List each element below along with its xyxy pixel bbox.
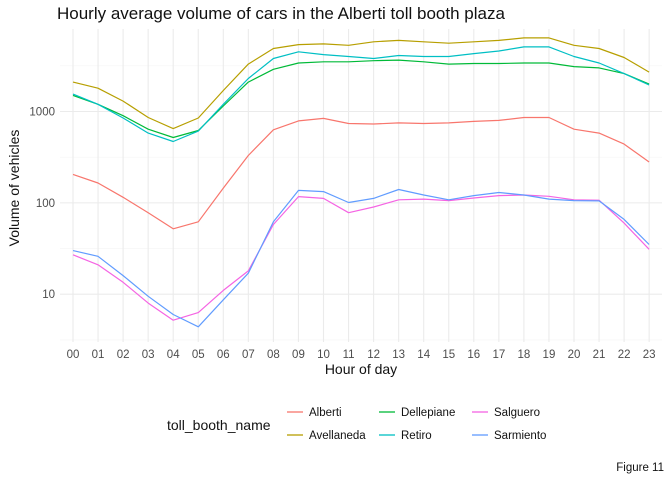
x-tick-label: 04 xyxy=(167,349,180,361)
series-line-sarmiento xyxy=(72,188,650,328)
x-tick-label: 11 xyxy=(343,349,355,361)
x-tick-label: 06 xyxy=(217,349,230,361)
y-axis-title: Volume of vehicles xyxy=(6,130,22,247)
x-tick-label: 08 xyxy=(267,349,280,361)
legend-item-sarmiento: Sarmiento xyxy=(472,430,546,442)
legend-label: Dellepiane xyxy=(401,407,455,419)
legend-label: Alberti xyxy=(309,407,342,419)
legend: Alberti Avellaneda Dellepiane Retiro Salguer… xyxy=(287,407,546,442)
legend-title: toll_booth_name xyxy=(167,417,271,433)
legend-label: Retiro xyxy=(401,430,432,442)
x-tick-label: 10 xyxy=(317,349,330,361)
x-axis-title: Hour of day xyxy=(325,361,397,377)
x-tick-label: 12 xyxy=(367,349,380,361)
x-tick-label: 01 xyxy=(92,349,105,361)
series-line-salguero xyxy=(72,194,650,321)
series-line-retiro xyxy=(72,46,650,143)
legend-item-avellaneda: Avellaneda xyxy=(287,430,366,442)
y-tick-label: 1000 xyxy=(29,107,55,119)
legend-item-alberti: Alberti xyxy=(287,407,342,419)
series-lines xyxy=(72,37,650,328)
x-tick-label: 14 xyxy=(417,349,430,361)
legend-label: Sarmiento xyxy=(494,430,546,442)
x-tick-label: 07 xyxy=(242,349,255,361)
figure-caption: Figure 11 xyxy=(616,462,664,474)
series-line-avellaneda xyxy=(72,37,650,130)
x-tick-label: 05 xyxy=(192,349,205,361)
y-tick-label: 10 xyxy=(42,289,55,301)
x-tick-label: 02 xyxy=(117,349,130,361)
x-tick-label: 09 xyxy=(292,349,305,361)
x-tick-label: 16 xyxy=(467,349,480,361)
x-tick-label: 21 xyxy=(593,349,606,361)
series-line-dellepiane xyxy=(72,59,650,139)
legend-label: Salguero xyxy=(494,407,540,419)
x-tick-label: 15 xyxy=(442,349,455,361)
x-tick-label: 22 xyxy=(618,349,631,361)
grid xyxy=(60,29,662,342)
x-tick-label: 17 xyxy=(492,349,505,361)
x-tick-label: 19 xyxy=(543,349,556,361)
legend-label: Avellaneda xyxy=(309,430,366,442)
series-line-alberti xyxy=(72,116,650,230)
x-axis-ticks: 00 01 02 03 04 05 06 07 08 09 10 11 12 13 14 15 16 17 18 19… xyxy=(67,349,656,361)
x-tick-label: 00 xyxy=(67,349,80,361)
x-tick-label: 13 xyxy=(392,349,405,361)
x-tick-label: 18 xyxy=(518,349,531,361)
x-tick-label: 23 xyxy=(643,349,656,361)
y-tick-label: 100 xyxy=(36,198,55,210)
chart-title: Hourly average volume of cars in the Alb… xyxy=(57,4,505,23)
legend-item-retiro: Retiro xyxy=(379,430,432,442)
legend-item-dellepiane: Dellepiane xyxy=(379,407,455,419)
x-tick-label: 03 xyxy=(142,349,155,361)
y-axis-ticks: 10 100 1000 xyxy=(29,107,55,302)
legend-item-salguero: Salguero xyxy=(472,407,540,419)
x-tick-label: 20 xyxy=(568,349,581,361)
